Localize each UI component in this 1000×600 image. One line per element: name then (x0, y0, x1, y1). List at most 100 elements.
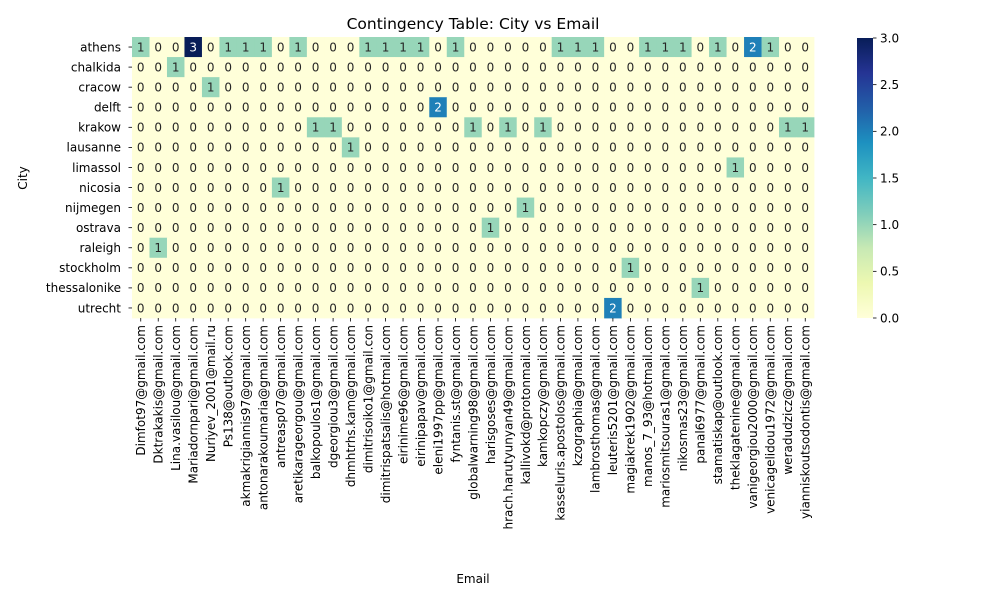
x-tick-label: eirinime96@gmail.com (396, 325, 410, 464)
cell-value-label: 1 (679, 40, 687, 54)
cell-value-label: 0 (137, 101, 145, 115)
heatmap-cell (376, 257, 395, 279)
heatmap-cell (394, 237, 413, 259)
cell-value-label: 0 (259, 181, 267, 195)
heatmap-cell (341, 177, 360, 198)
cell-value-label: 0 (679, 241, 687, 255)
cell-value-label: 0 (364, 181, 372, 195)
cell-value-label: 0 (557, 301, 565, 315)
x-tick-label: leuteris5201@gmail.com (606, 325, 620, 475)
cell-value-label: 1 (574, 40, 582, 54)
heatmap-cell (691, 277, 710, 299)
cell-value-label: 0 (592, 241, 600, 255)
cell-value-label: 0 (504, 241, 512, 255)
cell-value-label: 0 (592, 261, 600, 275)
cell-value-label: 0 (259, 141, 267, 155)
heatmap-cell (621, 237, 640, 259)
heatmap-cell (551, 197, 570, 219)
heatmap-cell (656, 237, 675, 259)
cell-value-label: 0 (347, 101, 355, 115)
heatmap-cell (796, 117, 815, 138)
heatmap-cell (586, 217, 605, 239)
heatmap-cell (499, 197, 518, 219)
heatmap-cell (534, 197, 553, 219)
heatmap-cell (429, 97, 448, 118)
heatmap-cell (236, 277, 255, 299)
heatmap-cell (604, 277, 623, 299)
heatmap-cell (516, 77, 535, 98)
heatmap-cell (376, 157, 395, 178)
cell-value-label: 0 (627, 301, 635, 315)
heatmap-cell (726, 137, 745, 158)
cell-value-label: 2 (749, 40, 757, 54)
y-tick-label: nicosia (79, 181, 121, 195)
cell-value-label: 0 (189, 281, 197, 295)
x-tick-label: manos_7_93@hotmail.com (641, 325, 655, 487)
cell-value-label: 0 (452, 141, 460, 155)
heatmap-cell (271, 277, 290, 299)
heatmap-cell (166, 237, 185, 259)
heatmap-cell (219, 177, 238, 198)
heatmap-cell (761, 77, 780, 98)
cell-value-label: 0 (329, 101, 337, 115)
heatmap-cell (726, 297, 745, 319)
cell-value-label: 0 (714, 141, 722, 155)
heatmap-cell (569, 297, 588, 319)
x-tick-label: dimitrispatsalis@hotmail.com (379, 325, 393, 503)
cell-value-label: 0 (242, 60, 250, 74)
colorbar-tick-label: 0.5 (880, 265, 899, 279)
heatmap-cell (376, 37, 395, 58)
cell-value-label: 0 (714, 201, 722, 215)
cell-value-label: 0 (294, 201, 302, 215)
cell-value-label: 0 (417, 301, 425, 315)
cell-value-label: 0 (452, 101, 460, 115)
heatmap-cell (639, 117, 658, 138)
heatmap-cell (306, 77, 325, 98)
x-tick-label: Mariadornpari@gmail.com (187, 325, 201, 484)
cell-value-label: 0 (382, 221, 390, 235)
heatmap-cell (341, 137, 360, 158)
cell-value-label: 0 (382, 121, 390, 135)
cell-value-label: 0 (382, 241, 390, 255)
cell-value-label: 0 (399, 80, 407, 94)
cell-value-label: 0 (592, 281, 600, 295)
cell-value-label: 0 (609, 141, 617, 155)
heatmap-cell (359, 257, 378, 279)
heatmap-cell (691, 177, 710, 198)
heatmap-cell (446, 217, 465, 239)
cell-value-label: 1 (592, 40, 600, 54)
heatmap-cell (429, 57, 448, 78)
cell-value-label: 0 (242, 121, 250, 135)
cell-value-label: 0 (749, 241, 757, 255)
cell-value-label: 0 (154, 201, 162, 215)
cell-value-label: 0 (784, 141, 792, 155)
heatmap-cell (271, 117, 290, 138)
cell-value-label: 0 (154, 80, 162, 94)
cell-value-label: 0 (312, 40, 320, 54)
cell-value-label: 0 (627, 201, 635, 215)
heatmap-cell (341, 237, 360, 259)
heatmap-cell (744, 37, 762, 58)
y-tick-label: chalkida (71, 60, 121, 74)
heatmap-cell (289, 77, 308, 98)
cell-value-label: 0 (539, 101, 547, 115)
cell-value-label: 0 (434, 161, 442, 175)
cell-value-label: 0 (697, 141, 705, 155)
cell-value-label: 0 (609, 261, 617, 275)
cell-value-label: 0 (487, 80, 495, 94)
cell-value-label: 0 (557, 181, 565, 195)
heatmap-cell (271, 217, 290, 239)
heatmap-cell (271, 137, 290, 158)
heatmap-cell (674, 117, 692, 138)
cell-value-label: 0 (294, 281, 302, 295)
cell-value-label: 0 (434, 60, 442, 74)
cell-value-label: 0 (154, 60, 162, 74)
heatmap-cell (254, 257, 273, 279)
cell-value-label: 1 (714, 40, 722, 54)
cell-value-label: 0 (679, 80, 687, 94)
heatmap-cell (464, 157, 483, 178)
heatmap-cell (569, 137, 588, 158)
cell-value-label: 0 (277, 60, 285, 74)
heatmap-cell (359, 277, 378, 299)
y-tick-label: limassol (72, 161, 121, 175)
